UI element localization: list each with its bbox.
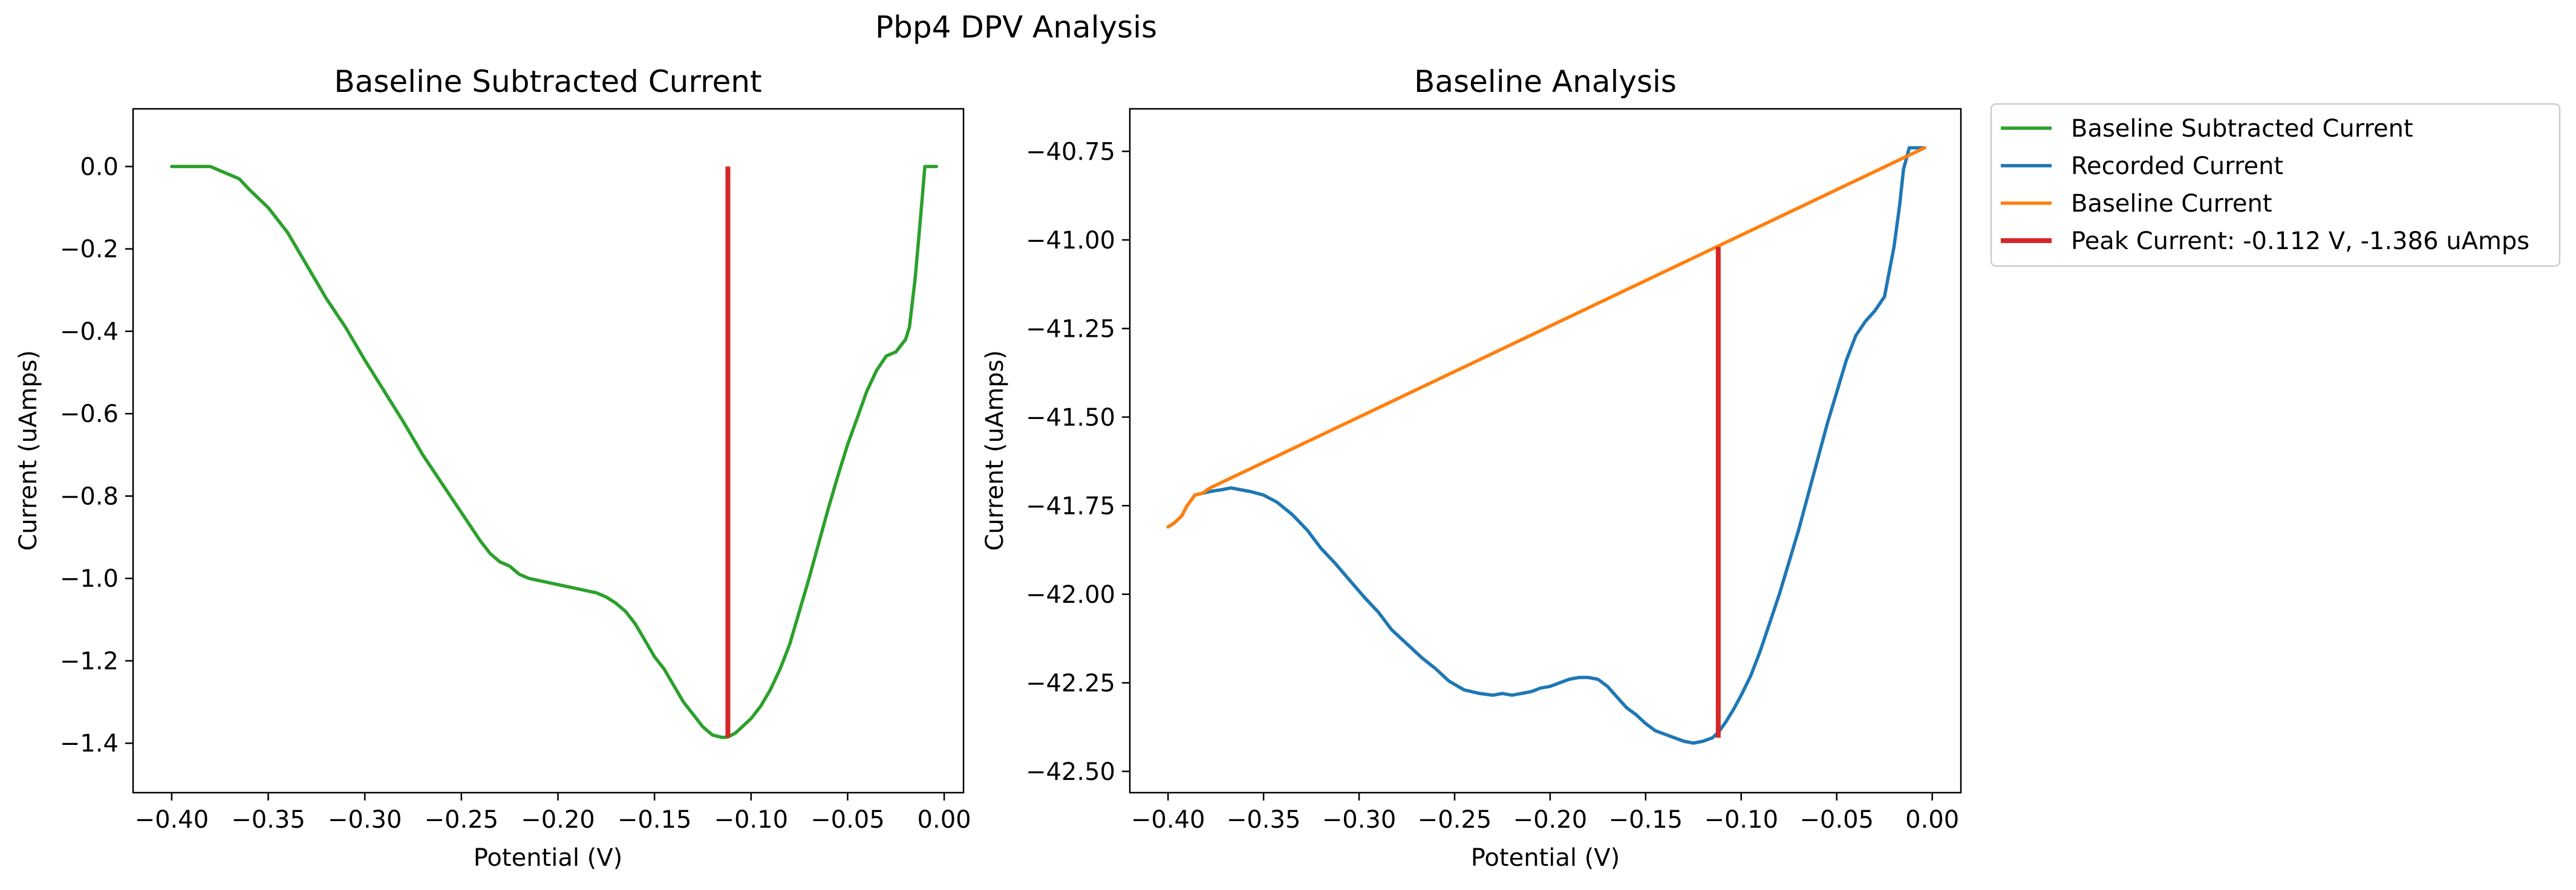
x-tick-label: −0.10 xyxy=(714,806,788,834)
x-tick-label: −0.05 xyxy=(1799,806,1874,834)
x-tick-label: −0.05 xyxy=(810,806,885,834)
x-tick-label: −0.15 xyxy=(1609,806,1683,834)
x-axis-ticks: −0.40 −0.35 −0.30 −0.25 −0.20 −0.15 −0.10 −0.05… xyxy=(135,793,971,834)
figure-title: Pbp4 DPV Analysis xyxy=(875,10,1157,45)
x-tick-label: −0.15 xyxy=(618,806,692,834)
axes-frame xyxy=(1129,108,1962,794)
y-tick-label: −0.4 xyxy=(60,318,119,346)
y-tick-label: −1.2 xyxy=(60,648,119,675)
x-tick-label: 0.00 xyxy=(1905,806,1959,834)
x-tick-label: −0.30 xyxy=(328,806,402,834)
series-line-baseline_subtracted xyxy=(170,164,939,739)
x-tick-label: −0.10 xyxy=(1704,806,1778,834)
y-tick-label: −0.6 xyxy=(60,400,119,428)
legend: Baseline Subtracted Current Recorded Curr… xyxy=(1990,103,2561,267)
plot-area xyxy=(1166,146,1926,745)
x-axis-label: Potential (V) xyxy=(474,844,623,872)
y-axis-ticks: −40.75 −41.00 −41.25 −41.50 −41.75 −42.00 −42.… xyxy=(1026,138,1130,786)
series-line-recorded xyxy=(1166,146,1926,745)
y-axis-ticks: 0.0 −0.2 −0.4 −0.6 −0.8 −1.0 −1.2 −1.4 xyxy=(60,153,133,758)
y-tick-label: −40.75 xyxy=(1026,138,1115,166)
legend-label-baseline: Baseline Current xyxy=(2071,190,2272,218)
legend-label-baseline_subtracted: Baseline Subtracted Current xyxy=(2071,115,2413,143)
baseline-analysis-panel: Baseline Analysis −0.40 −0.35 −0.30 −0.25 −0… xyxy=(981,64,1962,872)
y-tick-label: −1.0 xyxy=(60,565,119,593)
y-axis-label: Current (uAmps) xyxy=(15,350,42,551)
x-tick-label: −0.40 xyxy=(1131,806,1205,834)
x-tick-label: −0.40 xyxy=(135,806,209,834)
y-tick-label: −41.25 xyxy=(1026,315,1115,343)
y-tick-label: −42.00 xyxy=(1026,581,1115,609)
y-tick-label: −41.50 xyxy=(1026,404,1115,432)
x-axis-label: Potential (V) xyxy=(1471,844,1620,872)
baseline-subtracted-panel: Baseline Subtracted Current −0.40 −0.35 −0… xyxy=(15,64,971,872)
x-tick-label: −0.20 xyxy=(521,806,595,834)
x-axis-ticks: −0.40 −0.35 −0.30 −0.25 −0.20 −0.15 −0.10 −0.05… xyxy=(1131,793,1959,834)
chart-title: Baseline Subtracted Current xyxy=(334,64,761,99)
y-tick-label: −0.8 xyxy=(60,482,119,510)
plot-area xyxy=(170,164,939,739)
y-tick-label: −41.75 xyxy=(1026,492,1115,520)
axes-frame xyxy=(132,108,965,794)
y-tick-label: −0.2 xyxy=(60,236,119,264)
y-axis-label: Current (uAmps) xyxy=(981,350,1009,551)
legend-label-peak: Peak Current: -0.112 V, -1.386 uAmps xyxy=(2071,227,2529,255)
y-tick-label: −1.4 xyxy=(60,730,119,758)
chart-title: Baseline Analysis xyxy=(1414,64,1677,99)
x-tick-label: −0.25 xyxy=(425,806,499,834)
legend-frame xyxy=(1990,103,2561,267)
y-tick-label: −42.25 xyxy=(1026,669,1115,697)
x-tick-label: −0.35 xyxy=(231,806,305,834)
legend-label-recorded: Recorded Current xyxy=(2071,152,2283,180)
x-tick-label: −0.30 xyxy=(1322,806,1397,834)
series-line-baseline xyxy=(1166,146,1926,529)
y-tick-label: −42.50 xyxy=(1026,758,1115,786)
x-tick-label: 0.00 xyxy=(918,806,971,834)
y-tick-label: −41.00 xyxy=(1026,227,1115,255)
x-tick-label: −0.35 xyxy=(1227,806,1301,834)
y-tick-label: 0.0 xyxy=(80,153,119,181)
x-tick-label: −0.25 xyxy=(1418,806,1492,834)
x-tick-label: −0.20 xyxy=(1513,806,1588,834)
